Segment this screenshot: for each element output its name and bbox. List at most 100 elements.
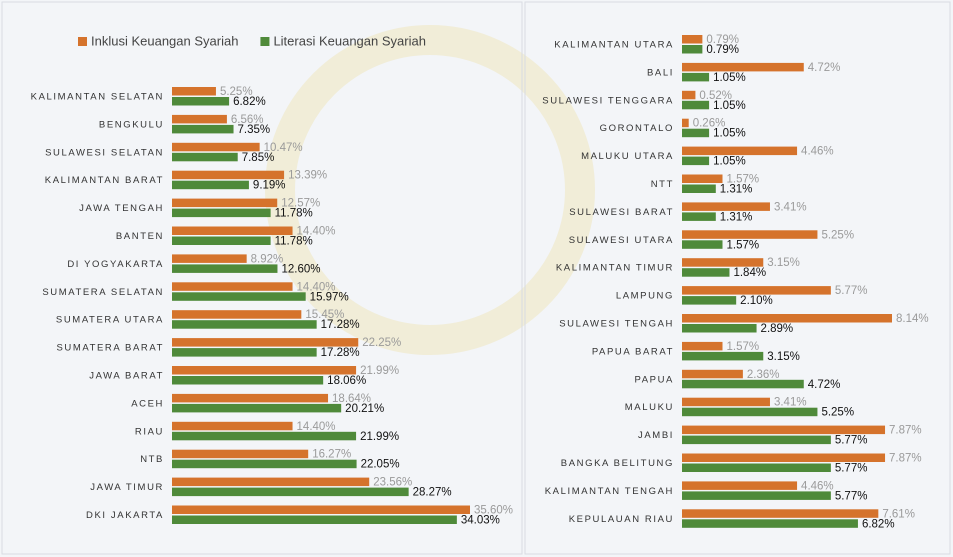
value-label: 4.46%	[801, 480, 834, 492]
category-label: PAPUA	[634, 374, 674, 385]
category-label: JAWA TIMUR	[90, 482, 164, 493]
bar	[682, 73, 709, 82]
bar	[682, 296, 736, 305]
bar	[682, 63, 804, 72]
bar	[682, 314, 892, 323]
value-label: 18.06%	[327, 375, 366, 387]
value-label: 4.72%	[808, 62, 841, 74]
bar	[172, 171, 284, 180]
value-label: 22.25%	[362, 337, 401, 349]
bar	[682, 230, 817, 239]
bar	[682, 408, 817, 417]
value-label: 1.57%	[727, 239, 760, 251]
bar	[172, 422, 293, 431]
category-label: RIAU	[135, 426, 164, 437]
bar	[172, 404, 341, 413]
category-label: SUMATERA UTARA	[56, 315, 164, 326]
value-label: 5.77%	[835, 285, 868, 297]
value-label: 21.99%	[360, 431, 399, 443]
bar	[172, 320, 317, 329]
value-label: 7.85%	[242, 152, 275, 164]
bar	[172, 376, 323, 385]
bar	[682, 286, 831, 295]
bar	[172, 338, 358, 347]
category-label: DKI JAKARTA	[86, 510, 164, 521]
value-label: 4.72%	[808, 379, 841, 391]
value-label: 5.77%	[835, 435, 868, 447]
bar	[682, 481, 797, 490]
category-label: SULAWESI TENGAH	[559, 319, 674, 330]
bar	[682, 342, 723, 351]
value-label: 6.82%	[233, 96, 266, 108]
bar	[172, 450, 308, 459]
page: KALIMANTAN SELATAN5.25%6.82%BENGKULU6.56…	[0, 0, 953, 557]
bar	[172, 282, 293, 291]
bar	[682, 268, 729, 277]
bar	[172, 199, 277, 208]
bar	[682, 454, 885, 463]
bar	[682, 212, 716, 221]
value-label: 8.14%	[896, 313, 929, 325]
value-label: 16.27%	[312, 449, 351, 461]
category-label: GORONTALO	[600, 123, 674, 134]
legend-label: Inklusi Keuangan Syariah	[91, 33, 238, 48]
category-label: LAMPUNG	[616, 291, 674, 302]
legend-label: Literasi Keuangan Syariah	[273, 33, 426, 48]
bar	[682, 147, 797, 156]
value-label: 7.35%	[238, 124, 271, 136]
category-label: MALUKU	[625, 402, 674, 413]
value-label: 17.28%	[321, 347, 360, 359]
category-label: SULAWESI TENGGARA	[542, 95, 674, 106]
bar	[172, 209, 271, 218]
category-label: DI YOGYAKARTA	[67, 259, 164, 270]
value-label: 2.89%	[761, 323, 794, 335]
category-label: ACEH	[131, 398, 164, 409]
value-label: 14.40%	[297, 421, 336, 433]
value-label: 8.92%	[251, 253, 284, 265]
category-label: KALIMANTAN TIMUR	[556, 263, 674, 274]
bar	[172, 488, 409, 497]
value-label: 23.56%	[373, 477, 412, 489]
value-label: 4.46%	[801, 146, 834, 158]
value-label: 2.10%	[740, 295, 773, 307]
category-label: NTT	[651, 179, 674, 190]
value-label: 15.97%	[310, 291, 349, 303]
value-label: 5.77%	[835, 463, 868, 475]
bar	[682, 324, 757, 333]
category-label: SULAWESI UTARA	[569, 235, 674, 246]
bar	[172, 348, 317, 357]
category-label: KALIMANTAN SELATAN	[31, 92, 164, 103]
bar	[172, 366, 356, 375]
bar	[682, 380, 804, 389]
bar	[682, 175, 723, 184]
bar	[682, 509, 878, 518]
value-label: 11.78%	[275, 208, 313, 220]
value-label: 5.77%	[835, 490, 868, 502]
category-label: BANGKA BELITUNG	[561, 458, 674, 469]
bar	[682, 436, 831, 445]
category-label: MALUKU UTARA	[581, 151, 674, 162]
bar	[682, 398, 770, 407]
bar	[682, 370, 743, 379]
chart: KALIMANTAN SELATAN5.25%6.82%BENGKULU6.56…	[0, 0, 953, 557]
bar	[172, 237, 271, 246]
bar	[172, 292, 306, 301]
bar	[172, 460, 357, 469]
bar	[682, 426, 885, 435]
bar	[172, 115, 227, 124]
bar	[682, 491, 831, 500]
bar	[172, 227, 293, 236]
category-label: SUMATERA SELATAN	[42, 287, 164, 298]
bar	[682, 185, 716, 194]
bar	[172, 87, 216, 96]
value-label: 34.03%	[461, 515, 500, 527]
bar	[172, 254, 247, 263]
category-label: KALIMANTAN BARAT	[45, 175, 164, 186]
value-label: 5.25%	[821, 229, 854, 241]
bar	[682, 91, 695, 100]
value-label: 3.15%	[767, 351, 800, 363]
value-label: 28.27%	[413, 487, 452, 499]
bar	[682, 129, 709, 138]
bar	[682, 157, 709, 166]
value-label: 13.39%	[288, 170, 327, 182]
